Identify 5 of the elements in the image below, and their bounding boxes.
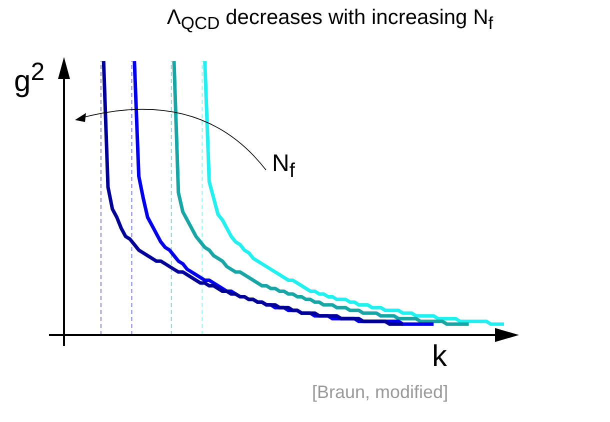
y-axis-title: g$^{2}$ bbox=[14, 58, 45, 99]
chart-title: Λ$_{QCD}$ decreases with increasing N$_{f}$ bbox=[166, 6, 494, 34]
annotation: N$_{f}$ bbox=[272, 150, 295, 183]
x-axis-title: k bbox=[432, 340, 447, 374]
text: [Braun, modified] bbox=[312, 382, 448, 403]
